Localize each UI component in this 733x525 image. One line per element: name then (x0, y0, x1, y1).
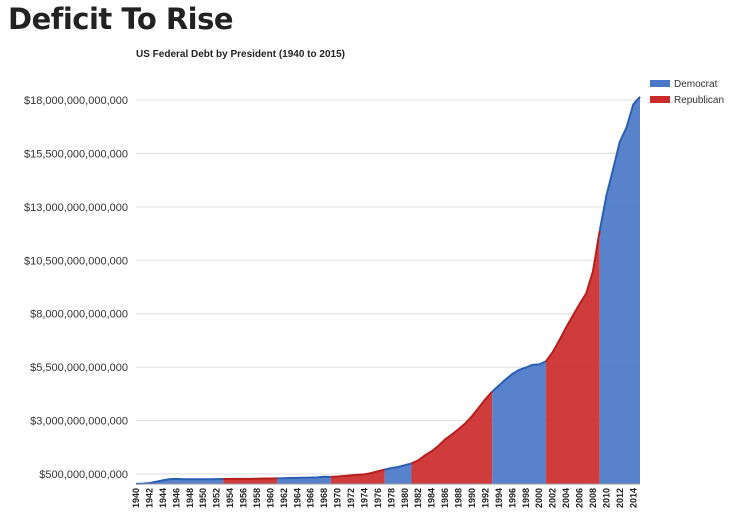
x-tick-label: 1984 (427, 488, 437, 508)
y-tick-label: $10,500,000,000,000 (24, 255, 128, 267)
y-axis: $500,000,000,000 $3,000,000,000,000 $5,500… (24, 95, 128, 481)
page-title: Deficit To Rise (8, 2, 234, 36)
area-segment-democrat (599, 96, 640, 485)
x-tick-label: 1946 (171, 488, 181, 508)
y-tick-label: $15,500,000,000,000 (24, 148, 128, 160)
series-line-republican (223, 477, 278, 480)
legend: Democrat Republican (650, 79, 724, 106)
x-tick-label: 1978 (386, 488, 396, 508)
legend-label-republican: Republican (674, 95, 724, 106)
x-tick-label: 1940 (131, 488, 141, 508)
x-tick-label: 1956 (239, 488, 249, 508)
x-tick-label: 2000 (534, 488, 544, 508)
y-tick-label: $5,500,000,000,000 (30, 362, 128, 374)
y-tick-label: $8,000,000,000,000 (30, 309, 128, 321)
x-tick-label: 1952 (212, 488, 222, 508)
area-segment-republican (411, 391, 493, 484)
x-tick-label: 1962 (279, 488, 289, 508)
x-tick-label: 1966 (306, 488, 316, 508)
x-tick-label: 1944 (158, 488, 168, 508)
series-line-republican (545, 230, 601, 362)
series-line-democrat (598, 96, 641, 232)
legend-label-democrat: Democrat (674, 79, 718, 90)
y-tick-label: $500,000,000,000 (39, 469, 128, 481)
legend-swatch-republican (650, 96, 670, 103)
area-segment-republican (545, 230, 600, 484)
x-tick-label: 2008 (588, 488, 598, 508)
x-tick-label: 1964 (292, 488, 302, 508)
x-tick-label: 2012 (615, 488, 625, 508)
x-tick-label: 1998 (521, 488, 531, 508)
series-line-democrat (277, 475, 331, 480)
y-tick-label: $18,000,000,000,000 (24, 95, 128, 107)
x-tick-label: 1988 (454, 488, 464, 508)
x-tick-label: 1958 (252, 488, 262, 508)
y-tick-label: $13,000,000,000,000 (24, 202, 128, 214)
x-tick-label: 2004 (561, 488, 571, 508)
legend-swatch-democrat (650, 80, 670, 87)
series-line-democrat (135, 477, 224, 485)
area-segment-democrat (492, 361, 546, 484)
x-axis: 1940 1942 1944 1946 1948 1950 1952 1954 1956 1958… (131, 483, 640, 508)
x-tick-label: 1996 (507, 488, 517, 508)
x-tick-label: 1990 (467, 488, 477, 508)
x-tick-label: 1970 (333, 488, 343, 508)
x-tick-label: 2006 (575, 488, 585, 508)
x-tick-label: 2014 (628, 488, 638, 508)
x-tick-label: 1954 (225, 488, 235, 508)
series-line-republican (411, 391, 493, 465)
x-tick-label: 1992 (480, 488, 490, 508)
x-tick-label: 1950 (198, 488, 208, 508)
x-tick-label: 1994 (494, 488, 504, 508)
area-outline (135, 96, 641, 485)
x-tick-label: 1974 (359, 488, 369, 508)
series-line-democrat (491, 360, 547, 393)
x-tick-label: 2010 (601, 488, 611, 508)
x-tick-label: 1942 (144, 488, 154, 508)
x-tick-label: 2002 (548, 488, 558, 508)
x-tick-label: 1976 (373, 488, 383, 508)
series-line-democrat (384, 462, 412, 471)
series-line-republican (330, 468, 385, 478)
x-tick-label: 1986 (440, 488, 450, 508)
x-tick-label: 1982 (413, 488, 423, 508)
chart-subtitle: US Federal Debt by President (1940 to 20… (136, 49, 345, 60)
x-tick-label: 1968 (319, 488, 329, 508)
y-tick-label: $3,000,000,000,000 (30, 416, 128, 428)
x-tick-label: 1980 (400, 488, 410, 508)
area-series (136, 96, 640, 485)
x-tick-label: 1948 (185, 488, 195, 508)
grid-lines (136, 99, 640, 475)
x-tick-label: 1960 (265, 488, 275, 508)
x-tick-label: 1972 (346, 488, 356, 508)
